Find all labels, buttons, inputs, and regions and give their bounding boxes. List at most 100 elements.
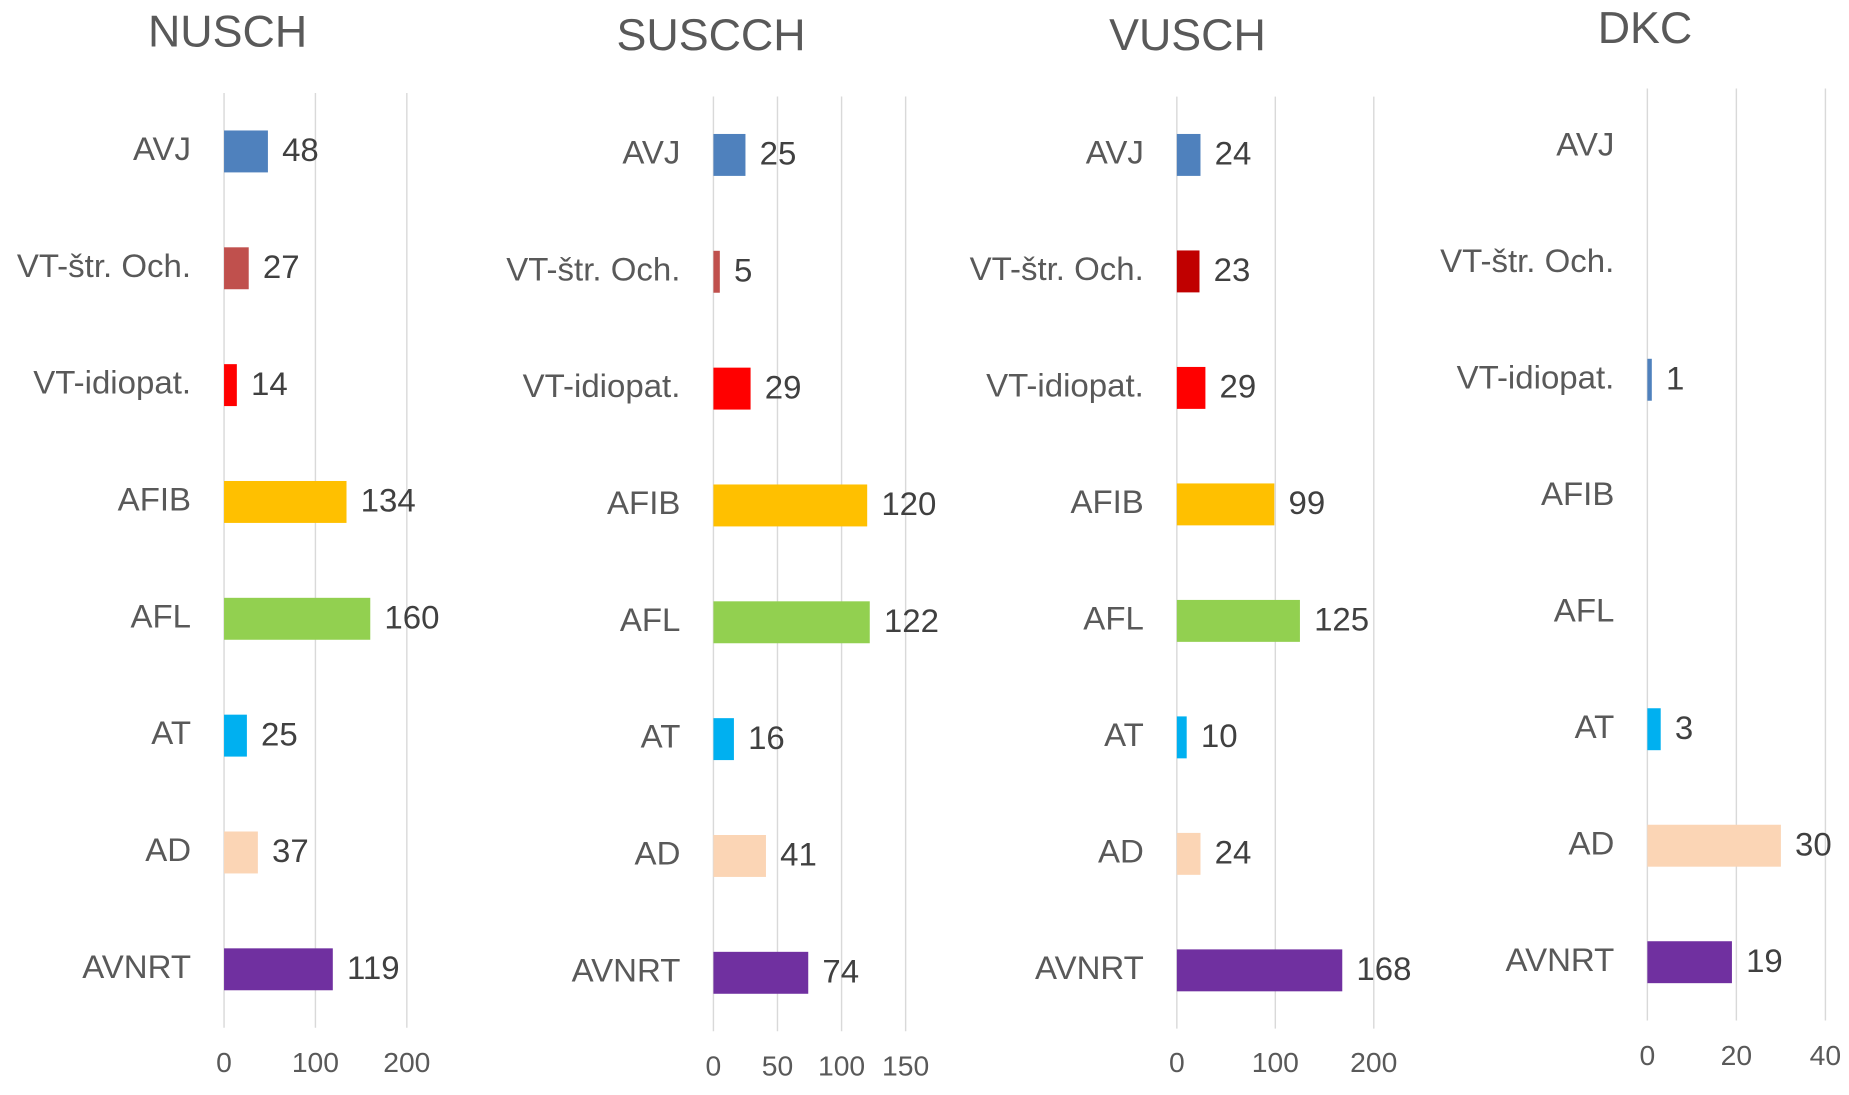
category-label: AFIB xyxy=(1541,475,1614,512)
value-label: 10 xyxy=(1201,717,1238,754)
bar xyxy=(1176,716,1187,759)
category-label: AFIB xyxy=(118,481,191,518)
value-label: 16 xyxy=(748,719,785,756)
category-label: AD xyxy=(635,835,681,872)
value-label: 48 xyxy=(282,131,319,168)
bar xyxy=(1176,599,1300,642)
x-tick-label: 100 xyxy=(1252,1047,1299,1078)
category-label: AVJ xyxy=(133,130,191,167)
value-label: 120 xyxy=(881,485,936,522)
x-tick-label: 40 xyxy=(1810,1040,1841,1071)
category-label: AT xyxy=(1104,716,1144,753)
chart-title: SUSCCH xyxy=(616,11,805,60)
bar xyxy=(713,601,870,644)
bar xyxy=(713,133,746,176)
value-label: 134 xyxy=(361,482,416,519)
bar xyxy=(1647,824,1781,867)
bar xyxy=(1176,366,1206,409)
category-label: AT xyxy=(151,714,191,751)
x-tick-label: 150 xyxy=(882,1051,929,1082)
category-label: AFL xyxy=(1083,600,1144,637)
category-label: AD xyxy=(145,831,191,868)
value-label: 125 xyxy=(1314,601,1369,638)
x-tick-label: 200 xyxy=(383,1047,430,1078)
category-label: AVNRT xyxy=(1506,941,1615,978)
bar xyxy=(713,718,734,761)
category-label: AFL xyxy=(131,598,192,635)
bar xyxy=(1647,358,1652,401)
value-label: 25 xyxy=(760,135,797,172)
chart-title: NUSCH xyxy=(148,8,307,57)
value-label: 160 xyxy=(384,599,439,636)
category-label: AT xyxy=(1575,708,1615,745)
category-label: AVJ xyxy=(622,134,680,171)
bar xyxy=(1176,483,1275,526)
bar xyxy=(224,364,237,407)
bar xyxy=(713,367,751,410)
category-label: AVJ xyxy=(1556,126,1614,163)
value-label: 5 xyxy=(734,252,752,289)
category-label: AD xyxy=(1098,833,1144,870)
bar xyxy=(1176,250,1200,293)
category-label: VT-idiopat. xyxy=(986,367,1144,404)
category-label: VT-idiopat. xyxy=(1457,359,1615,396)
x-tick-label: 20 xyxy=(1721,1040,1752,1071)
x-tick-label: 100 xyxy=(818,1051,865,1082)
bar xyxy=(1176,832,1201,875)
bar xyxy=(224,831,258,874)
bar xyxy=(224,480,347,523)
value-label: 41 xyxy=(780,836,817,873)
category-label: VT-štr. Och. xyxy=(17,247,191,284)
category-label: AVJ xyxy=(1086,134,1144,171)
category-label: AFL xyxy=(1554,592,1615,629)
category-label: VT-idiopat. xyxy=(33,364,191,401)
value-label: 3 xyxy=(1675,709,1693,746)
value-label: 23 xyxy=(1214,251,1251,288)
bar xyxy=(713,484,868,527)
chart-title: VUSCH xyxy=(1109,11,1266,60)
x-tick-label: 200 xyxy=(1350,1047,1397,1078)
value-label: 119 xyxy=(347,949,400,986)
value-label: 27 xyxy=(263,248,300,285)
bar xyxy=(224,247,249,290)
category-label: AVNRT xyxy=(1035,949,1144,986)
value-label: 99 xyxy=(1288,484,1325,521)
category-label: AD xyxy=(1568,825,1614,862)
value-label: 168 xyxy=(1356,950,1411,987)
category-label: AFIB xyxy=(1070,483,1143,520)
value-label: 24 xyxy=(1215,834,1252,871)
bar xyxy=(713,250,720,293)
category-label: AT xyxy=(641,718,681,755)
bar xyxy=(1647,941,1732,984)
x-tick-label: 0 xyxy=(706,1051,722,1082)
bar xyxy=(713,951,809,994)
value-label: 14 xyxy=(251,365,288,402)
value-label: 122 xyxy=(884,602,939,639)
value-label: 29 xyxy=(765,369,802,406)
value-label: 25 xyxy=(261,716,298,753)
value-label: 19 xyxy=(1746,942,1783,979)
category-label: VT-štr. Och. xyxy=(506,251,680,288)
category-label: AFL xyxy=(620,601,681,638)
bar xyxy=(224,130,268,173)
value-label: 37 xyxy=(272,832,309,869)
category-label: AVNRT xyxy=(572,952,681,989)
category-label: VT-štr. Och. xyxy=(970,250,1144,287)
value-label: 29 xyxy=(1220,368,1257,405)
bar xyxy=(1176,949,1343,992)
value-label: 74 xyxy=(822,953,859,990)
bar xyxy=(224,714,247,757)
category-label: VT-štr. Och. xyxy=(1440,242,1614,279)
category-label: VT-idiopat. xyxy=(523,367,681,404)
category-label: AFIB xyxy=(607,484,680,521)
x-tick-label: 0 xyxy=(1639,1040,1655,1071)
value-label: 24 xyxy=(1215,135,1252,172)
value-label: 30 xyxy=(1795,826,1832,863)
bar xyxy=(1647,708,1661,751)
chart-title: DKC xyxy=(1598,4,1693,53)
bar xyxy=(224,948,333,991)
bar xyxy=(1176,133,1201,176)
x-tick-label: 50 xyxy=(762,1051,793,1082)
bar xyxy=(713,834,766,877)
